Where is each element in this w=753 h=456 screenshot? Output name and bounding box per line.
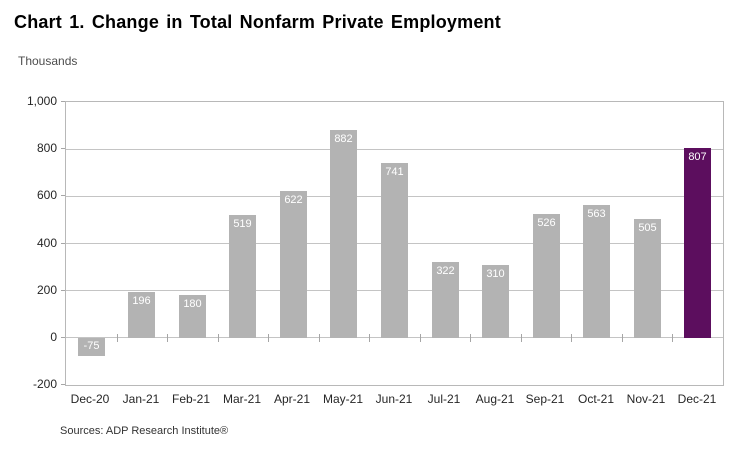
x-axis-tick [369,333,370,342]
x-axis-tick-label: Mar-21 [222,392,261,406]
bar [583,205,610,338]
x-axis-tick-label: Dec-20 [70,392,110,406]
bar [432,261,459,338]
y-axis-tick-label: 600 [36,188,57,203]
x-axis-tick [521,333,522,342]
bar [179,295,206,338]
y-axis-tick [61,148,65,150]
bar-value-label: 310 [486,267,505,280]
bar-value-label: 519 [233,218,252,231]
bar [482,264,509,338]
y-axis-tick [61,384,65,385]
x-axis-tick-label: May-21 [322,392,363,406]
bar-value-label: 196 [132,294,151,307]
bar-value-label: 505 [638,221,657,234]
x-axis-tick-label: Oct-21 [577,392,614,406]
x-axis-tick-label: Jul-21 [427,392,461,406]
y-axis-tick-label: -200 [32,377,57,391]
bar-value-label: 526 [537,216,556,229]
bar [634,218,661,338]
x-axis-tick [571,333,572,342]
y-axis-tick [61,242,65,244]
bar [330,129,357,338]
y-axis-units-label: Thousands [18,54,78,68]
bar-value-label: 622 [284,194,303,207]
y-axis-tick-label: 800 [36,141,57,156]
x-axis-tick-label: Jan-21 [122,392,160,406]
bar-value-label: 807 [688,150,707,163]
y-axis-tick [61,336,65,338]
bar [280,191,307,338]
y-axis-tick-label: 1,000 [26,94,57,108]
y-axis-tick [61,101,65,102]
x-axis-tick-label: Apr-21 [273,392,311,406]
bar [128,291,155,338]
bar-value-label: 741 [385,166,404,179]
bar-value-label: -75 [83,339,100,352]
gridline [66,148,723,150]
x-axis-tick [117,333,118,342]
x-axis-tick [672,333,673,342]
bar [229,215,256,338]
plot-area: -75 196 180 519 622 882 741 322 310 526 563 505 807 [65,101,724,386]
bar [533,213,560,338]
gridline [66,337,723,339]
x-axis-tick [319,333,320,342]
x-axis-tick [420,333,421,342]
y-axis-tick-label: 0 [50,329,57,344]
x-axis-tick [470,333,471,342]
x-axis-tick [268,333,269,342]
x-axis-tick [218,333,219,342]
y-axis-tick [61,289,65,291]
x-axis-tick-label: Dec-21 [677,392,717,406]
chart-title: Chart 1. Change in Total Nonfarm Private… [14,12,501,32]
bar-value-label: 180 [183,298,202,311]
bar-value-label: 322 [436,264,455,277]
x-axis-tick [622,333,623,342]
bar [78,337,105,356]
bar-value-label: 563 [587,208,606,221]
x-axis-tick-label: Nov-21 [626,392,666,406]
y-axis-tick-label: 400 [36,235,57,250]
x-axis-tick-label: Jun-21 [375,392,413,406]
bar-value-label: 882 [334,132,353,145]
y-axis-tick-label: 200 [36,282,57,297]
y-axis-tick [61,195,65,197]
x-axis-tick-label: Aug-21 [475,392,515,406]
source-note: Sources: ADP Research Institute® [60,425,229,437]
bar [381,163,408,338]
x-axis-tick-label: Feb-21 [171,392,211,406]
x-axis-tick-label: Sep-21 [525,392,565,406]
bar [684,147,711,338]
x-axis-tick [167,333,168,342]
